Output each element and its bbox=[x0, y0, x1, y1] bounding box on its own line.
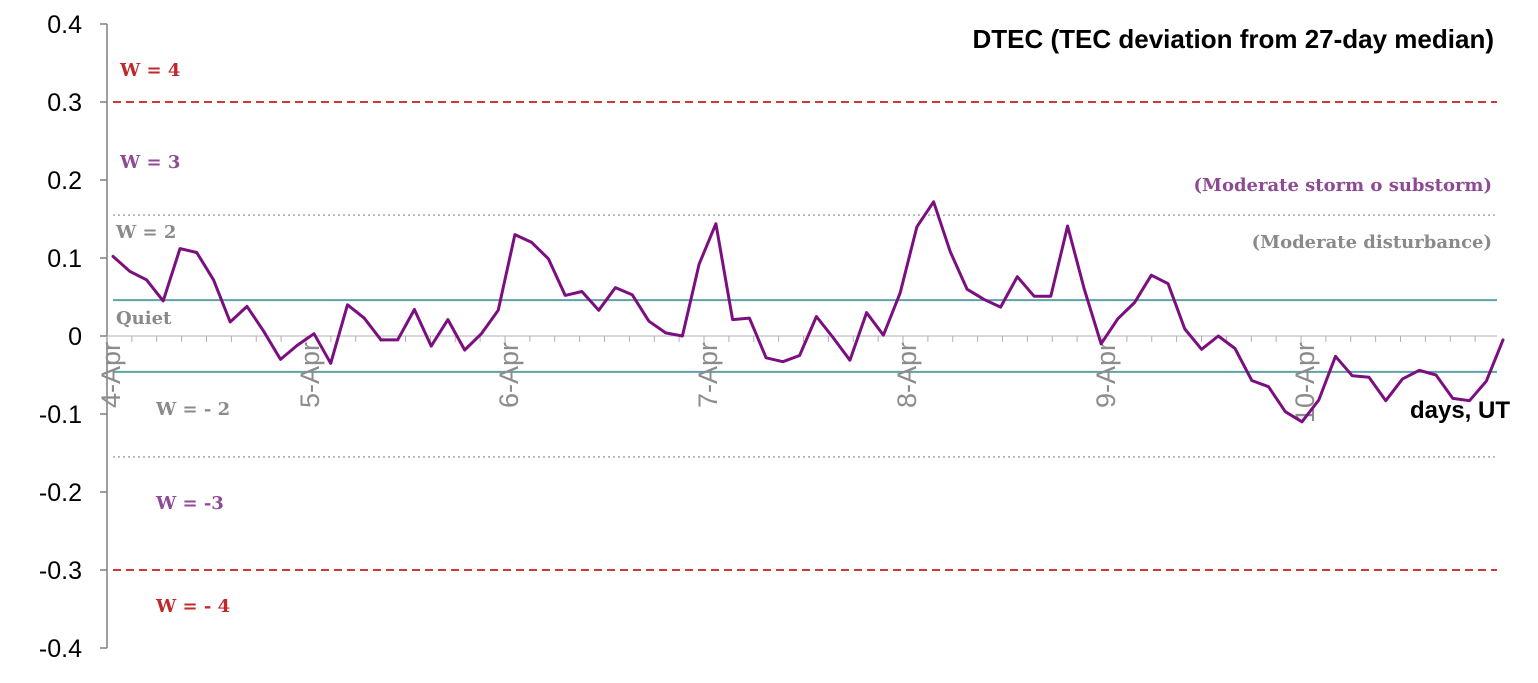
y-tick-label: -0.1 bbox=[39, 401, 82, 429]
y-tick-label: 0.2 bbox=[47, 167, 82, 195]
x-tick-label: 7-Apr bbox=[693, 342, 723, 408]
x-tick-label: 9-Apr bbox=[1091, 342, 1121, 408]
x-tick-label: 8-Apr bbox=[892, 342, 922, 408]
y-tick-label: -0.3 bbox=[39, 557, 82, 585]
reference-line-label: W = 4 bbox=[119, 60, 180, 81]
chart-annotation: (Moderate disturbance) bbox=[1252, 232, 1492, 253]
y-tick-label: 0.3 bbox=[47, 89, 82, 117]
y-tick-label: 0.4 bbox=[47, 11, 82, 39]
reference-line-label: W = 2 bbox=[115, 222, 176, 243]
y-tick-label: -0.4 bbox=[39, 635, 82, 663]
reference-lines: W = 4 W = 2 Quiet W = - 2 W = -3 W = - 4 bbox=[113, 60, 1497, 617]
y-tick-label: 0 bbox=[68, 323, 82, 351]
x-axis-label: days, UT bbox=[1410, 397, 1510, 424]
chart-title: DTEC (TEC deviation from 27-day median) bbox=[972, 24, 1494, 54]
x-minor-ticks bbox=[106, 336, 1476, 342]
reference-line-label: Quiet bbox=[116, 308, 172, 329]
annotation-layer: W = 3 (Moderate storm o substorm) (Moderat… bbox=[119, 152, 1492, 253]
chart-annotation: W = 3 bbox=[119, 152, 180, 173]
chart-annotation: (Moderate storm o substorm) bbox=[1194, 175, 1493, 196]
x-tick-label: 10-Apr bbox=[1290, 342, 1320, 423]
x-tick-labels: 4-Apr 5-Apr 6-Apr 7-Apr 8-Apr 9-Apr 10-Apr bbox=[96, 342, 1320, 423]
y-tick-label: 0.1 bbox=[47, 245, 82, 273]
y-ticks: 0.4 0.3 0.2 0.1 0 -0.1 -0.2 -0.3 -0.4 bbox=[39, 11, 107, 663]
reference-line-label: W = -3 bbox=[155, 493, 224, 514]
series-layer bbox=[111, 200, 1505, 424]
x-tick-label: 4-Apr bbox=[96, 342, 126, 408]
reference-line-label: W = - 4 bbox=[155, 596, 230, 617]
x-tick-label: 5-Apr bbox=[295, 342, 325, 408]
x-tick-label: 6-Apr bbox=[494, 342, 524, 408]
dtec-series-line bbox=[111, 200, 1505, 424]
reference-line-label: W = - 2 bbox=[155, 399, 230, 420]
y-tick-label: -0.2 bbox=[39, 479, 82, 507]
